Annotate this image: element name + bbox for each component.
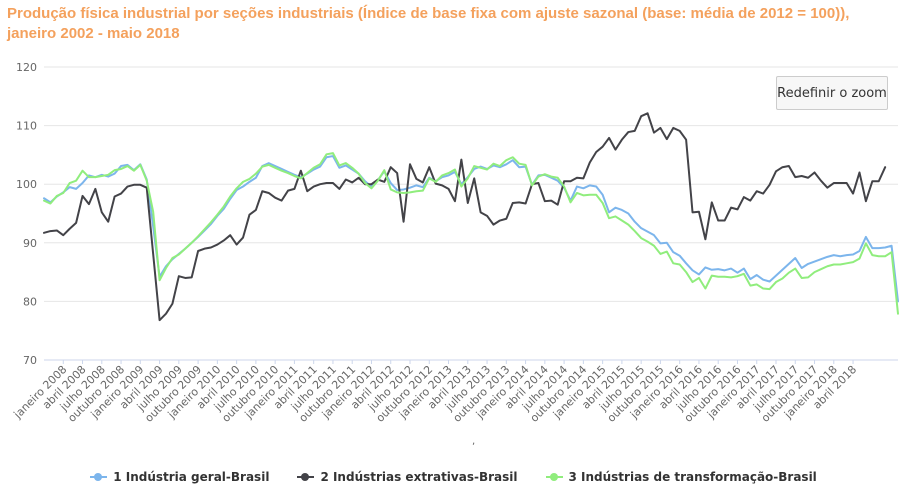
- legend-label-series-2: 2 Indústrias extrativas-Brasil: [320, 470, 518, 484]
- y-tick-label: 100: [16, 178, 37, 191]
- y-axis: 70 80 90 100 110 120: [16, 61, 37, 367]
- legend-dot: [94, 473, 103, 481]
- y-tick-label: 80: [23, 295, 37, 308]
- y-tick-label: 110: [16, 120, 37, 133]
- series-line-2[interactable]: [43, 112, 887, 322]
- legend-label-series-3: 3 Indústrias de transformação-Brasil: [568, 470, 817, 484]
- chart-title: Produção física industrial por seções in…: [7, 5, 850, 42]
- legend-symbol-series-3: [545, 472, 563, 482]
- legend-symbol-series-2: [297, 472, 315, 482]
- legend-label-series-1: 1 Indústria geral-Brasil: [113, 470, 270, 484]
- gridlines: [44, 66, 898, 361]
- reset-zoom-button[interactable]: Redefinir o zoom: [776, 76, 888, 110]
- legend-item-series-1[interactable]: 1 Indústria geral-Brasil: [90, 470, 269, 484]
- y-tick-label: 90: [23, 237, 37, 250]
- y-tick-label: 120: [16, 61, 37, 74]
- legend-dot: [301, 473, 310, 481]
- series-line-1[interactable]: [43, 155, 899, 303]
- y-tick-label: 70: [23, 354, 37, 367]
- axis-mark: ,: [472, 436, 476, 447]
- series-line-3[interactable]: [43, 152, 899, 315]
- legend-item-series-2[interactable]: 2 Indústrias extrativas-Brasil: [297, 470, 518, 484]
- legend: 1 Indústria geral-Brasil 2 Indústrias ex…: [0, 466, 907, 488]
- legend-dot: [549, 473, 558, 481]
- series-lines: [43, 112, 899, 322]
- legend-item-series-3[interactable]: 3 Indústrias de transformação-Brasil: [545, 470, 817, 484]
- legend-symbol-series-1: [90, 472, 108, 482]
